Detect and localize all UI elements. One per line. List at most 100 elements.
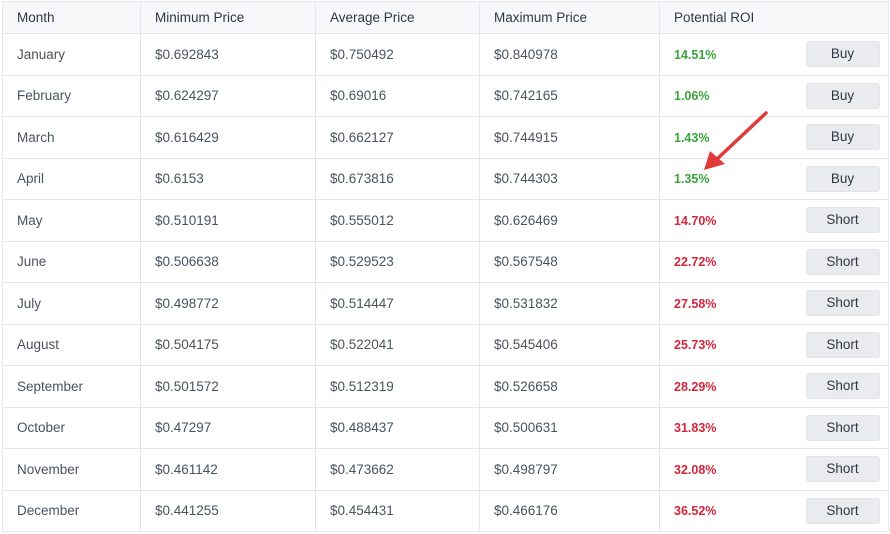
short-button[interactable]: Short xyxy=(805,331,880,358)
roi-value: 1.35% xyxy=(674,172,710,187)
cell-month: April xyxy=(2,157,141,200)
cell-maximum-price: $0.526658 xyxy=(479,365,660,408)
cell-action: Short xyxy=(800,448,889,491)
cell-maximum-price: $0.626469 xyxy=(479,199,660,242)
cell-action: Short xyxy=(800,282,889,325)
cell-month: October xyxy=(2,406,141,449)
cell-maximum-price: $0.744915 xyxy=(479,116,660,159)
cell-minimum-price: $0.498772 xyxy=(140,282,316,325)
cell-action: Short xyxy=(800,199,889,242)
short-button[interactable]: Short xyxy=(805,248,880,275)
table-row: March $0.616429 $0.662127 $0.744915 1.43% Buy xyxy=(2,116,889,159)
cell-month: August xyxy=(2,323,141,366)
roi-value: 32.08% xyxy=(674,462,717,477)
table-row: June $0.506638 $0.529523 $0.567548 22.72% Sho… xyxy=(2,240,889,283)
cell-month: May xyxy=(2,199,141,242)
cell-potential-roi: 1.06% xyxy=(659,74,801,117)
cell-action: Buy xyxy=(800,74,889,117)
cell-maximum-price: $0.531832 xyxy=(479,282,660,325)
table-row: October $0.47297 $0.488437 $0.500631 31.83% S… xyxy=(2,406,889,449)
header-potential-roi: Potential ROI xyxy=(659,1,801,34)
cell-minimum-price: $0.501572 xyxy=(140,365,316,408)
table-row: November $0.461142 $0.473662 $0.498797 32.08… xyxy=(2,448,889,491)
cell-average-price: $0.454431 xyxy=(315,489,480,532)
cell-month: July xyxy=(2,282,141,325)
roi-value: 14.51% xyxy=(674,47,717,62)
cell-month: February xyxy=(2,74,141,117)
cell-maximum-price: $0.744303 xyxy=(479,157,660,200)
cell-minimum-price: $0.441255 xyxy=(140,489,316,532)
cell-potential-roi: 32.08% xyxy=(659,448,801,491)
cell-minimum-price: $0.692843 xyxy=(140,33,316,76)
header-minimum-price: Minimum Price xyxy=(140,1,316,34)
cell-maximum-price: $0.466176 xyxy=(479,489,660,532)
cell-action: Short xyxy=(800,489,889,532)
header-month: Month xyxy=(2,1,141,34)
cell-potential-roi: 25.73% xyxy=(659,323,801,366)
buy-button[interactable]: Buy xyxy=(805,124,880,151)
cell-average-price: $0.514447 xyxy=(315,282,480,325)
buy-button[interactable]: Buy xyxy=(805,41,880,68)
cell-minimum-price: $0.504175 xyxy=(140,323,316,366)
header-action xyxy=(800,1,889,34)
cell-average-price: $0.522041 xyxy=(315,323,480,366)
buy-button[interactable]: Buy xyxy=(805,165,880,192)
table-row: July $0.498772 $0.514447 $0.531832 27.58% Sho… xyxy=(2,282,889,325)
table-row: January $0.692843 $0.750492 $0.840978 14.51%… xyxy=(2,33,889,76)
cell-month: January xyxy=(2,33,141,76)
cell-minimum-price: $0.47297 xyxy=(140,406,316,449)
cell-average-price: $0.512319 xyxy=(315,365,480,408)
cell-month: December xyxy=(2,489,141,532)
cell-action: Short xyxy=(800,323,889,366)
cell-average-price: $0.555012 xyxy=(315,199,480,242)
roi-value: 31.83% xyxy=(674,421,717,436)
cell-maximum-price: $0.742165 xyxy=(479,74,660,117)
cell-month: March xyxy=(2,116,141,159)
short-button[interactable]: Short xyxy=(805,290,880,317)
cell-potential-roi: 28.29% xyxy=(659,365,801,408)
short-button[interactable]: Short xyxy=(805,207,880,234)
cell-action: Short xyxy=(800,240,889,283)
cell-potential-roi: 27.58% xyxy=(659,282,801,325)
cell-potential-roi: 22.72% xyxy=(659,240,801,283)
cell-maximum-price: $0.500631 xyxy=(479,406,660,449)
roi-value: 22.72% xyxy=(674,255,717,270)
table-row: May $0.510191 $0.555012 $0.626469 14.70% Shor… xyxy=(2,199,889,242)
cell-minimum-price: $0.624297 xyxy=(140,74,316,117)
table-row: September $0.501572 $0.512319 $0.526658 28.2… xyxy=(2,365,889,408)
table-row: February $0.624297 $0.69016 $0.742165 1.06% B… xyxy=(2,74,889,117)
table-row: August $0.504175 $0.522041 $0.545406 25.73% S… xyxy=(2,323,889,366)
short-button[interactable]: Short xyxy=(805,497,880,524)
cell-month: September xyxy=(2,365,141,408)
cell-average-price: $0.529523 xyxy=(315,240,480,283)
cell-potential-roi: 14.51% xyxy=(659,33,801,76)
cell-maximum-price: $0.498797 xyxy=(479,448,660,491)
cell-action: Short xyxy=(800,365,889,408)
table-row: April $0.6153 $0.673816 $0.744303 1.35% Buy xyxy=(2,157,889,200)
buy-button[interactable]: Buy xyxy=(805,82,880,109)
short-button[interactable]: Short xyxy=(805,414,880,441)
cell-action: Buy xyxy=(800,33,889,76)
cell-minimum-price: $0.616429 xyxy=(140,116,316,159)
cell-minimum-price: $0.461142 xyxy=(140,448,316,491)
cell-average-price: $0.673816 xyxy=(315,157,480,200)
cell-action: Buy xyxy=(800,157,889,200)
cell-minimum-price: $0.510191 xyxy=(140,199,316,242)
roi-value: 27.58% xyxy=(674,296,717,311)
roi-value: 1.43% xyxy=(674,130,710,145)
cell-average-price: $0.662127 xyxy=(315,116,480,159)
cell-minimum-price: $0.6153 xyxy=(140,157,316,200)
roi-value: 28.29% xyxy=(674,379,717,394)
cell-average-price: $0.488437 xyxy=(315,406,480,449)
short-button[interactable]: Short xyxy=(805,373,880,400)
cell-maximum-price: $0.567548 xyxy=(479,240,660,283)
cell-potential-roi: 31.83% xyxy=(659,406,801,449)
cell-maximum-price: $0.840978 xyxy=(479,33,660,76)
short-button[interactable]: Short xyxy=(805,456,880,483)
cell-month: November xyxy=(2,448,141,491)
header-maximum-price: Maximum Price xyxy=(479,1,660,34)
cell-potential-roi: 14.70% xyxy=(659,199,801,242)
cell-potential-roi: 1.43% xyxy=(659,116,801,159)
